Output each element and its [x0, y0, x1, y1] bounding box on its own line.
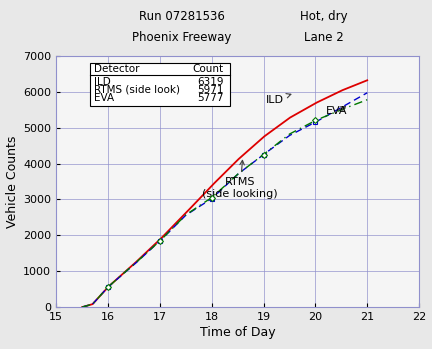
Text: Phoenix Freeway: Phoenix Freeway — [132, 31, 231, 44]
Text: 5777: 5777 — [197, 93, 224, 103]
Text: 5971: 5971 — [197, 85, 224, 95]
FancyBboxPatch shape — [90, 63, 230, 106]
Text: Detector: Detector — [94, 64, 140, 74]
Text: Run 07281536: Run 07281536 — [139, 10, 224, 23]
Text: Lane 2: Lane 2 — [304, 31, 344, 44]
Text: EVA: EVA — [326, 106, 347, 117]
Text: 6319: 6319 — [197, 77, 224, 87]
Text: EVA: EVA — [94, 93, 114, 103]
Text: ILD: ILD — [94, 77, 111, 87]
Text: RTMS
(side looking): RTMS (side looking) — [202, 160, 278, 199]
Text: ILD: ILD — [266, 94, 291, 105]
Text: Count: Count — [193, 64, 224, 74]
X-axis label: Time of Day: Time of Day — [200, 326, 276, 339]
Y-axis label: Vehicle Counts: Vehicle Counts — [6, 135, 19, 228]
Text: Hot, dry: Hot, dry — [300, 10, 348, 23]
Text: RTMS (side look): RTMS (side look) — [94, 85, 180, 95]
